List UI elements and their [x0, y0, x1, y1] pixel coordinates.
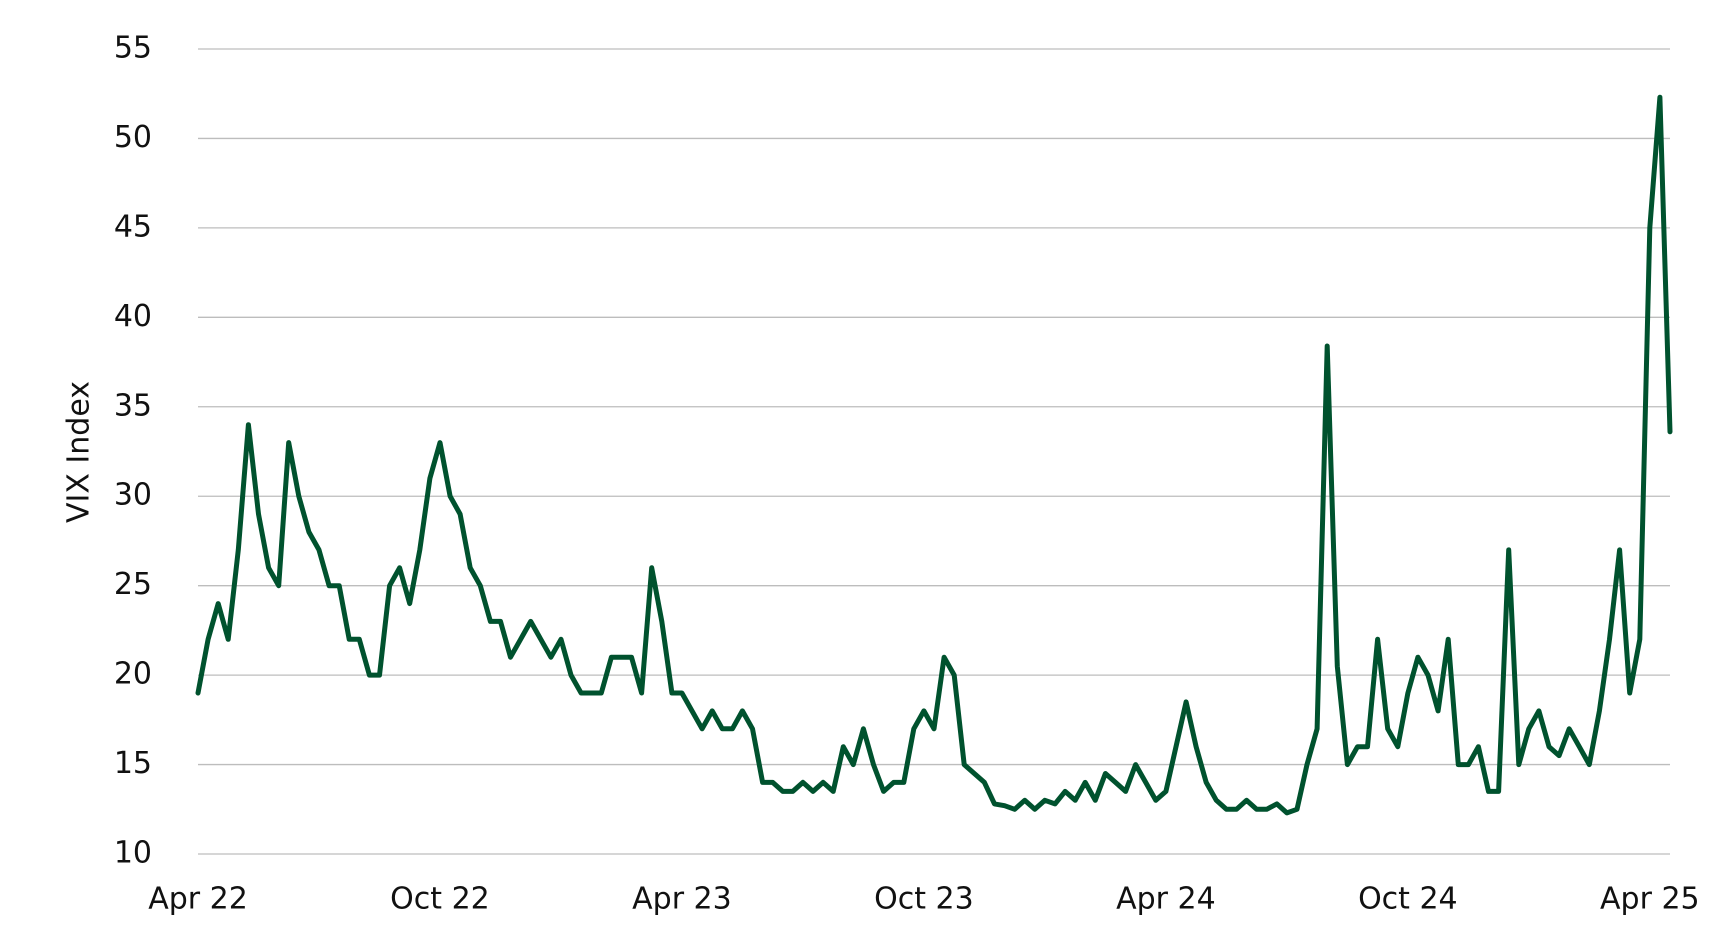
x-tick-label: Apr 24 — [1116, 882, 1216, 917]
x-tick-label: Oct 23 — [874, 882, 974, 917]
y-tick-label: 15 — [114, 746, 152, 781]
y-axis-label: VIX Index — [62, 381, 97, 523]
y-tick-label: 10 — [114, 836, 152, 871]
line-series — [195, 94, 1673, 816]
x-tick-label: Oct 22 — [390, 882, 490, 917]
y-tick-label: 30 — [114, 478, 152, 513]
y-tick-label: 25 — [114, 567, 152, 602]
y-tick-label: 55 — [114, 31, 152, 66]
y-tick-label: 20 — [114, 657, 152, 692]
y-tick-label: 50 — [114, 120, 152, 155]
y-tick-label: 35 — [114, 388, 152, 423]
y-tick-label: 40 — [114, 299, 152, 334]
x-tick-label: Apr 23 — [632, 882, 732, 917]
x-tick-label: Apr 22 — [148, 882, 248, 917]
y-tick-label: 45 — [114, 209, 152, 244]
x-tick-label: Oct 24 — [1358, 882, 1458, 917]
x-tick-label: Apr 25 — [1600, 882, 1700, 917]
